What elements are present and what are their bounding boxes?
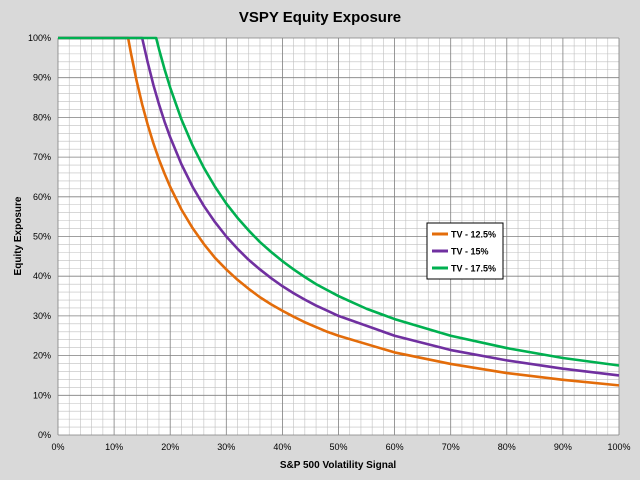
- legend-label: TV - 12.5%: [451, 230, 496, 240]
- x-tick-label: 90%: [554, 442, 572, 452]
- y-tick-label: 10%: [33, 390, 51, 400]
- chart-title: VSPY Equity Exposure: [239, 9, 401, 26]
- major-gridlines: [57, 37, 620, 436]
- x-tick-label: 20%: [161, 442, 179, 452]
- x-tick-label: 0%: [51, 442, 64, 452]
- x-tick-label: 10%: [105, 442, 123, 452]
- legend-label: TV - 15%: [451, 247, 489, 257]
- y-tick-label: 60%: [33, 192, 51, 202]
- y-tick-label: 100%: [28, 33, 51, 43]
- x-tick-label: 80%: [498, 442, 516, 452]
- x-tick-labels: 0% 10% 20% 30% 40% 50% 60% 70% 80% 90% 100%: [51, 442, 630, 452]
- y-tick-label: 0%: [38, 430, 51, 440]
- x-axis-label: S&P 500 Volatility Signal: [280, 460, 397, 471]
- x-tick-label: 100%: [607, 442, 630, 452]
- series-line-0: [58, 36, 620, 387]
- y-tick-label: 90%: [33, 73, 51, 83]
- series-layer: [58, 36, 620, 387]
- x-tick-label: 50%: [329, 442, 347, 452]
- x-tick-label: 30%: [217, 442, 235, 452]
- y-tick-label: 70%: [33, 152, 51, 162]
- legend-label: TV - 17.5%: [451, 264, 496, 274]
- x-tick-label: 60%: [386, 442, 404, 452]
- series-line-2: [58, 36, 620, 367]
- y-tick-label: 20%: [33, 351, 51, 361]
- y-tick-label: 40%: [33, 271, 51, 281]
- y-axis-label: Equity Exposure: [13, 196, 24, 275]
- x-tick-label: 70%: [442, 442, 460, 452]
- legend: TV - 12.5% TV - 15% TV - 17.5%: [426, 222, 504, 280]
- y-tick-label: 80%: [33, 112, 51, 122]
- x-tick-label: 40%: [273, 442, 291, 452]
- y-tick-label: 30%: [33, 311, 51, 321]
- y-tick-label: 50%: [33, 232, 51, 242]
- y-tick-labels: 0% 10% 20% 30% 40% 50% 60% 70% 80% 90% 100%: [28, 33, 51, 440]
- series-line-1: [58, 36, 620, 377]
